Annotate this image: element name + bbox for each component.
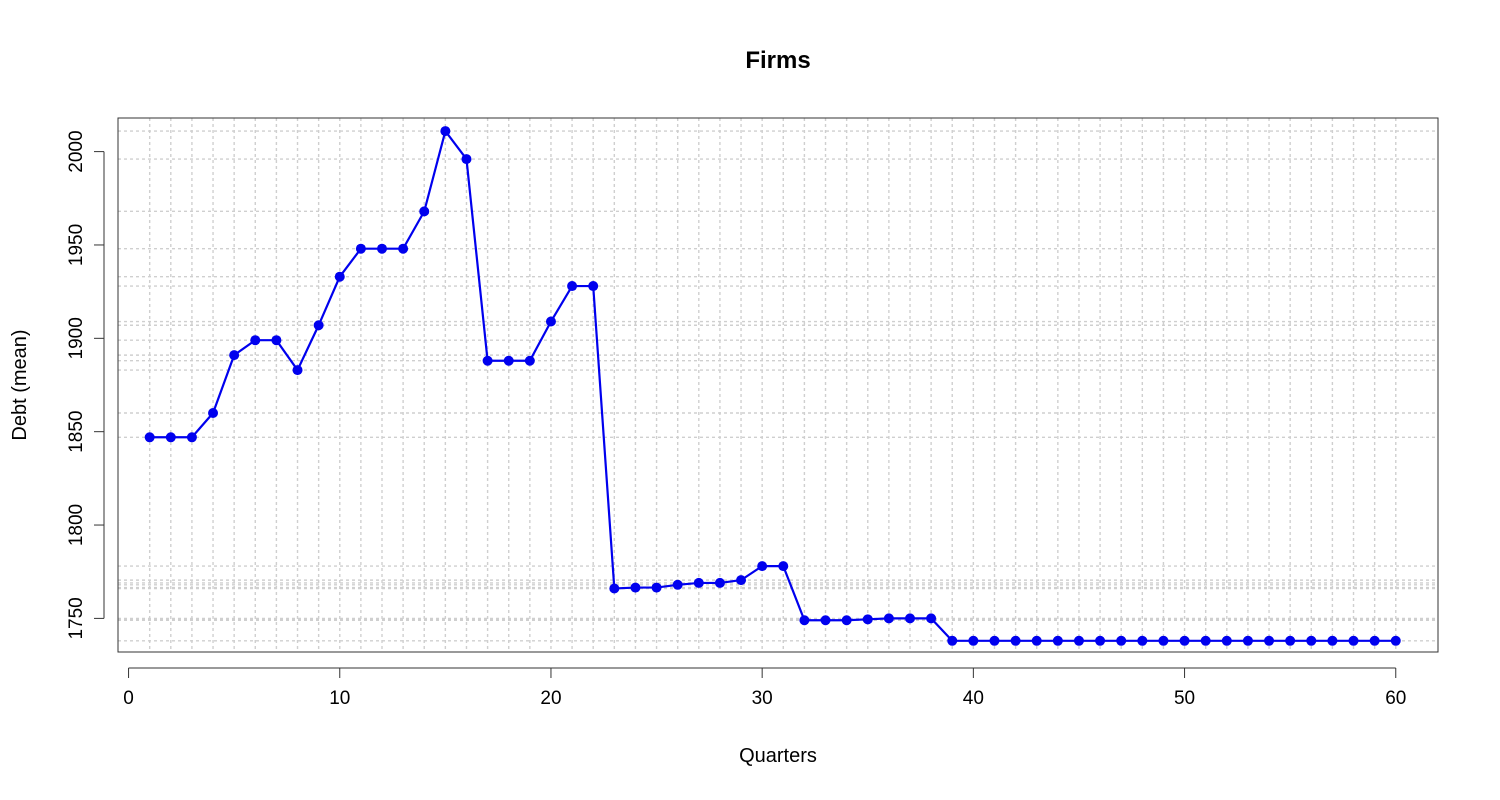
data-point xyxy=(250,335,261,346)
y-tick-label: 2000 xyxy=(66,130,87,172)
data-point xyxy=(968,635,979,646)
y-axis-label: Debt (mean) xyxy=(9,329,31,440)
data-point xyxy=(355,243,366,254)
grid xyxy=(118,118,1438,652)
x-axis: 0 10 20 30 40 50 60 xyxy=(123,667,1406,709)
data-point xyxy=(1369,635,1380,646)
data-point xyxy=(545,316,556,327)
data-point xyxy=(1348,635,1359,646)
data-point xyxy=(1285,635,1296,646)
y-tick-label: 1800 xyxy=(66,504,87,546)
data-point xyxy=(1221,635,1232,646)
data-point xyxy=(672,579,683,590)
x-tick-label: 40 xyxy=(963,688,984,709)
data-point xyxy=(1306,635,1317,646)
series xyxy=(144,126,1401,646)
data-point xyxy=(926,613,937,624)
data-point xyxy=(1264,635,1275,646)
x-tick-label: 20 xyxy=(540,688,561,709)
data-point xyxy=(334,271,345,282)
data-point xyxy=(292,365,303,376)
data-point xyxy=(588,281,599,292)
y-tick-label: 1850 xyxy=(66,411,87,453)
y-tick-label: 1950 xyxy=(66,224,87,266)
data-point xyxy=(1158,635,1169,646)
data-point xyxy=(883,613,894,624)
data-point xyxy=(144,432,155,443)
data-point xyxy=(419,206,430,217)
data-point xyxy=(757,561,768,572)
data-point xyxy=(1200,635,1211,646)
data-point xyxy=(567,281,578,292)
data-point xyxy=(862,614,873,625)
series-line xyxy=(149,128,1396,642)
data-point xyxy=(1179,635,1190,646)
data-point xyxy=(799,615,810,626)
x-tick-label: 60 xyxy=(1385,688,1406,709)
data-point xyxy=(1116,635,1127,646)
data-point xyxy=(208,408,219,419)
data-point xyxy=(989,635,1000,646)
data-point xyxy=(1327,635,1338,646)
data-point xyxy=(778,561,789,572)
data-point xyxy=(229,350,240,361)
y-tick-label: 1750 xyxy=(66,597,87,639)
data-point xyxy=(651,582,662,593)
y-tick-label: 1900 xyxy=(66,317,87,359)
data-point xyxy=(1137,635,1148,646)
data-point xyxy=(1242,635,1253,646)
data-point xyxy=(313,320,324,331)
x-tick-label: 0 xyxy=(123,688,134,709)
data-point xyxy=(630,582,641,593)
data-point xyxy=(503,355,514,366)
data-point xyxy=(693,577,704,588)
plot-frame xyxy=(117,117,1439,653)
data-point xyxy=(165,432,176,443)
data-point xyxy=(736,575,747,586)
x-tick-label: 30 xyxy=(752,688,773,709)
data-point xyxy=(1052,635,1063,646)
data-point xyxy=(398,243,409,254)
data-point xyxy=(186,432,197,443)
data-point xyxy=(271,335,282,346)
data-point xyxy=(609,583,620,594)
data-point xyxy=(1010,635,1021,646)
data-point xyxy=(841,615,852,626)
x-axis-label: Quarters xyxy=(739,745,817,767)
x-tick-label: 50 xyxy=(1174,688,1195,709)
data-point xyxy=(461,154,472,165)
data-point xyxy=(1390,635,1401,646)
data-point xyxy=(905,613,915,624)
data-point xyxy=(947,635,958,646)
x-tick-label: 10 xyxy=(329,688,350,709)
chart-title: Firms xyxy=(745,47,810,74)
data-point xyxy=(440,126,451,137)
data-point xyxy=(1095,635,1106,646)
data-point xyxy=(524,355,535,366)
data-point xyxy=(820,615,831,626)
data-point xyxy=(714,577,725,588)
data-point xyxy=(482,355,493,366)
data-point xyxy=(377,243,387,254)
y-axis: 1750 1800 1850 1900 1950 2000 xyxy=(66,130,105,640)
data-point xyxy=(1031,635,1042,646)
data-point xyxy=(1073,635,1084,646)
